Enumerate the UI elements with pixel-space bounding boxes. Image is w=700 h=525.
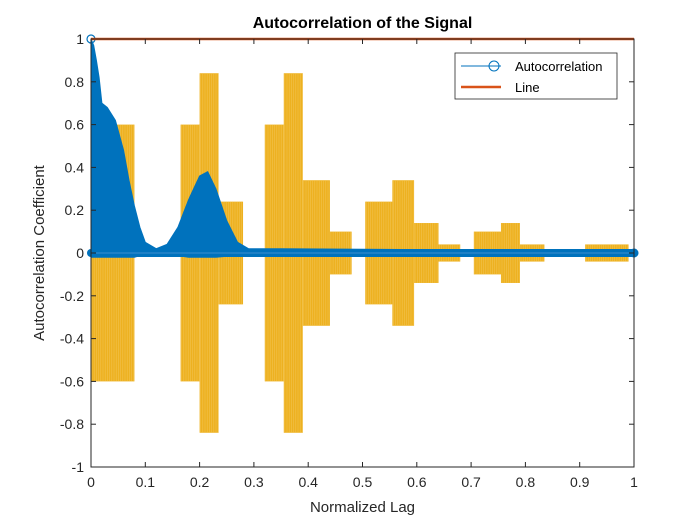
chart-title: Autocorrelation of the Signal <box>253 15 473 32</box>
y-tick-label: 0.4 <box>65 159 85 175</box>
x-tick-label: 0.7 <box>461 474 481 490</box>
y-tick-labels: -1 -0.8 -0.6 -0.4 -0.2 0 0.2 0.4 0.6 0.8 1 <box>60 31 84 475</box>
x-tick-label: 0.1 <box>136 474 156 490</box>
x-tick-label: 0.3 <box>244 474 264 490</box>
legend-autocorrelation-marker <box>488 60 500 72</box>
y-tick-label: 0.2 <box>65 202 85 218</box>
y-tick-label: -1 <box>72 459 85 475</box>
y-tick-label: -0.6 <box>60 373 84 389</box>
y-tick-label: 0.8 <box>65 74 85 90</box>
x-tick-label: 0.2 <box>190 474 210 490</box>
x-tick-label: 0.6 <box>407 474 427 490</box>
y-tick-label: -0.4 <box>60 331 84 347</box>
x-tick-label: 1 <box>630 474 638 490</box>
x-tick-labels: 0 0.1 0.2 0.3 0.4 0.5 0.6 0.7 0.8 0.9 1 <box>87 474 638 490</box>
y-tick-label: 0 <box>76 245 84 261</box>
y-tick-label: -0.2 <box>60 288 84 304</box>
y-tick-label: 0.6 <box>65 117 85 133</box>
y-tick-label: -0.8 <box>60 416 84 432</box>
axis-ticks <box>90 38 635 468</box>
y-tick-label: 1 <box>76 31 84 47</box>
legend: Autocorrelation Line <box>454 52 618 100</box>
x-tick-label: 0.8 <box>516 474 536 490</box>
x-tick-label: 0.5 <box>353 474 373 490</box>
legend-label-line: Line <box>515 80 540 95</box>
legend-box <box>454 52 618 100</box>
y-axis-label: Autocorrelation Coefficient <box>31 164 48 340</box>
legend-label-autocorrelation: Autocorrelation <box>515 59 602 74</box>
x-tick-label: 0.4 <box>298 474 318 490</box>
x-axis-label: Normalized Lag <box>310 499 415 516</box>
x-tick-label: 0 <box>87 474 95 490</box>
x-tick-label: 0.9 <box>570 474 590 490</box>
